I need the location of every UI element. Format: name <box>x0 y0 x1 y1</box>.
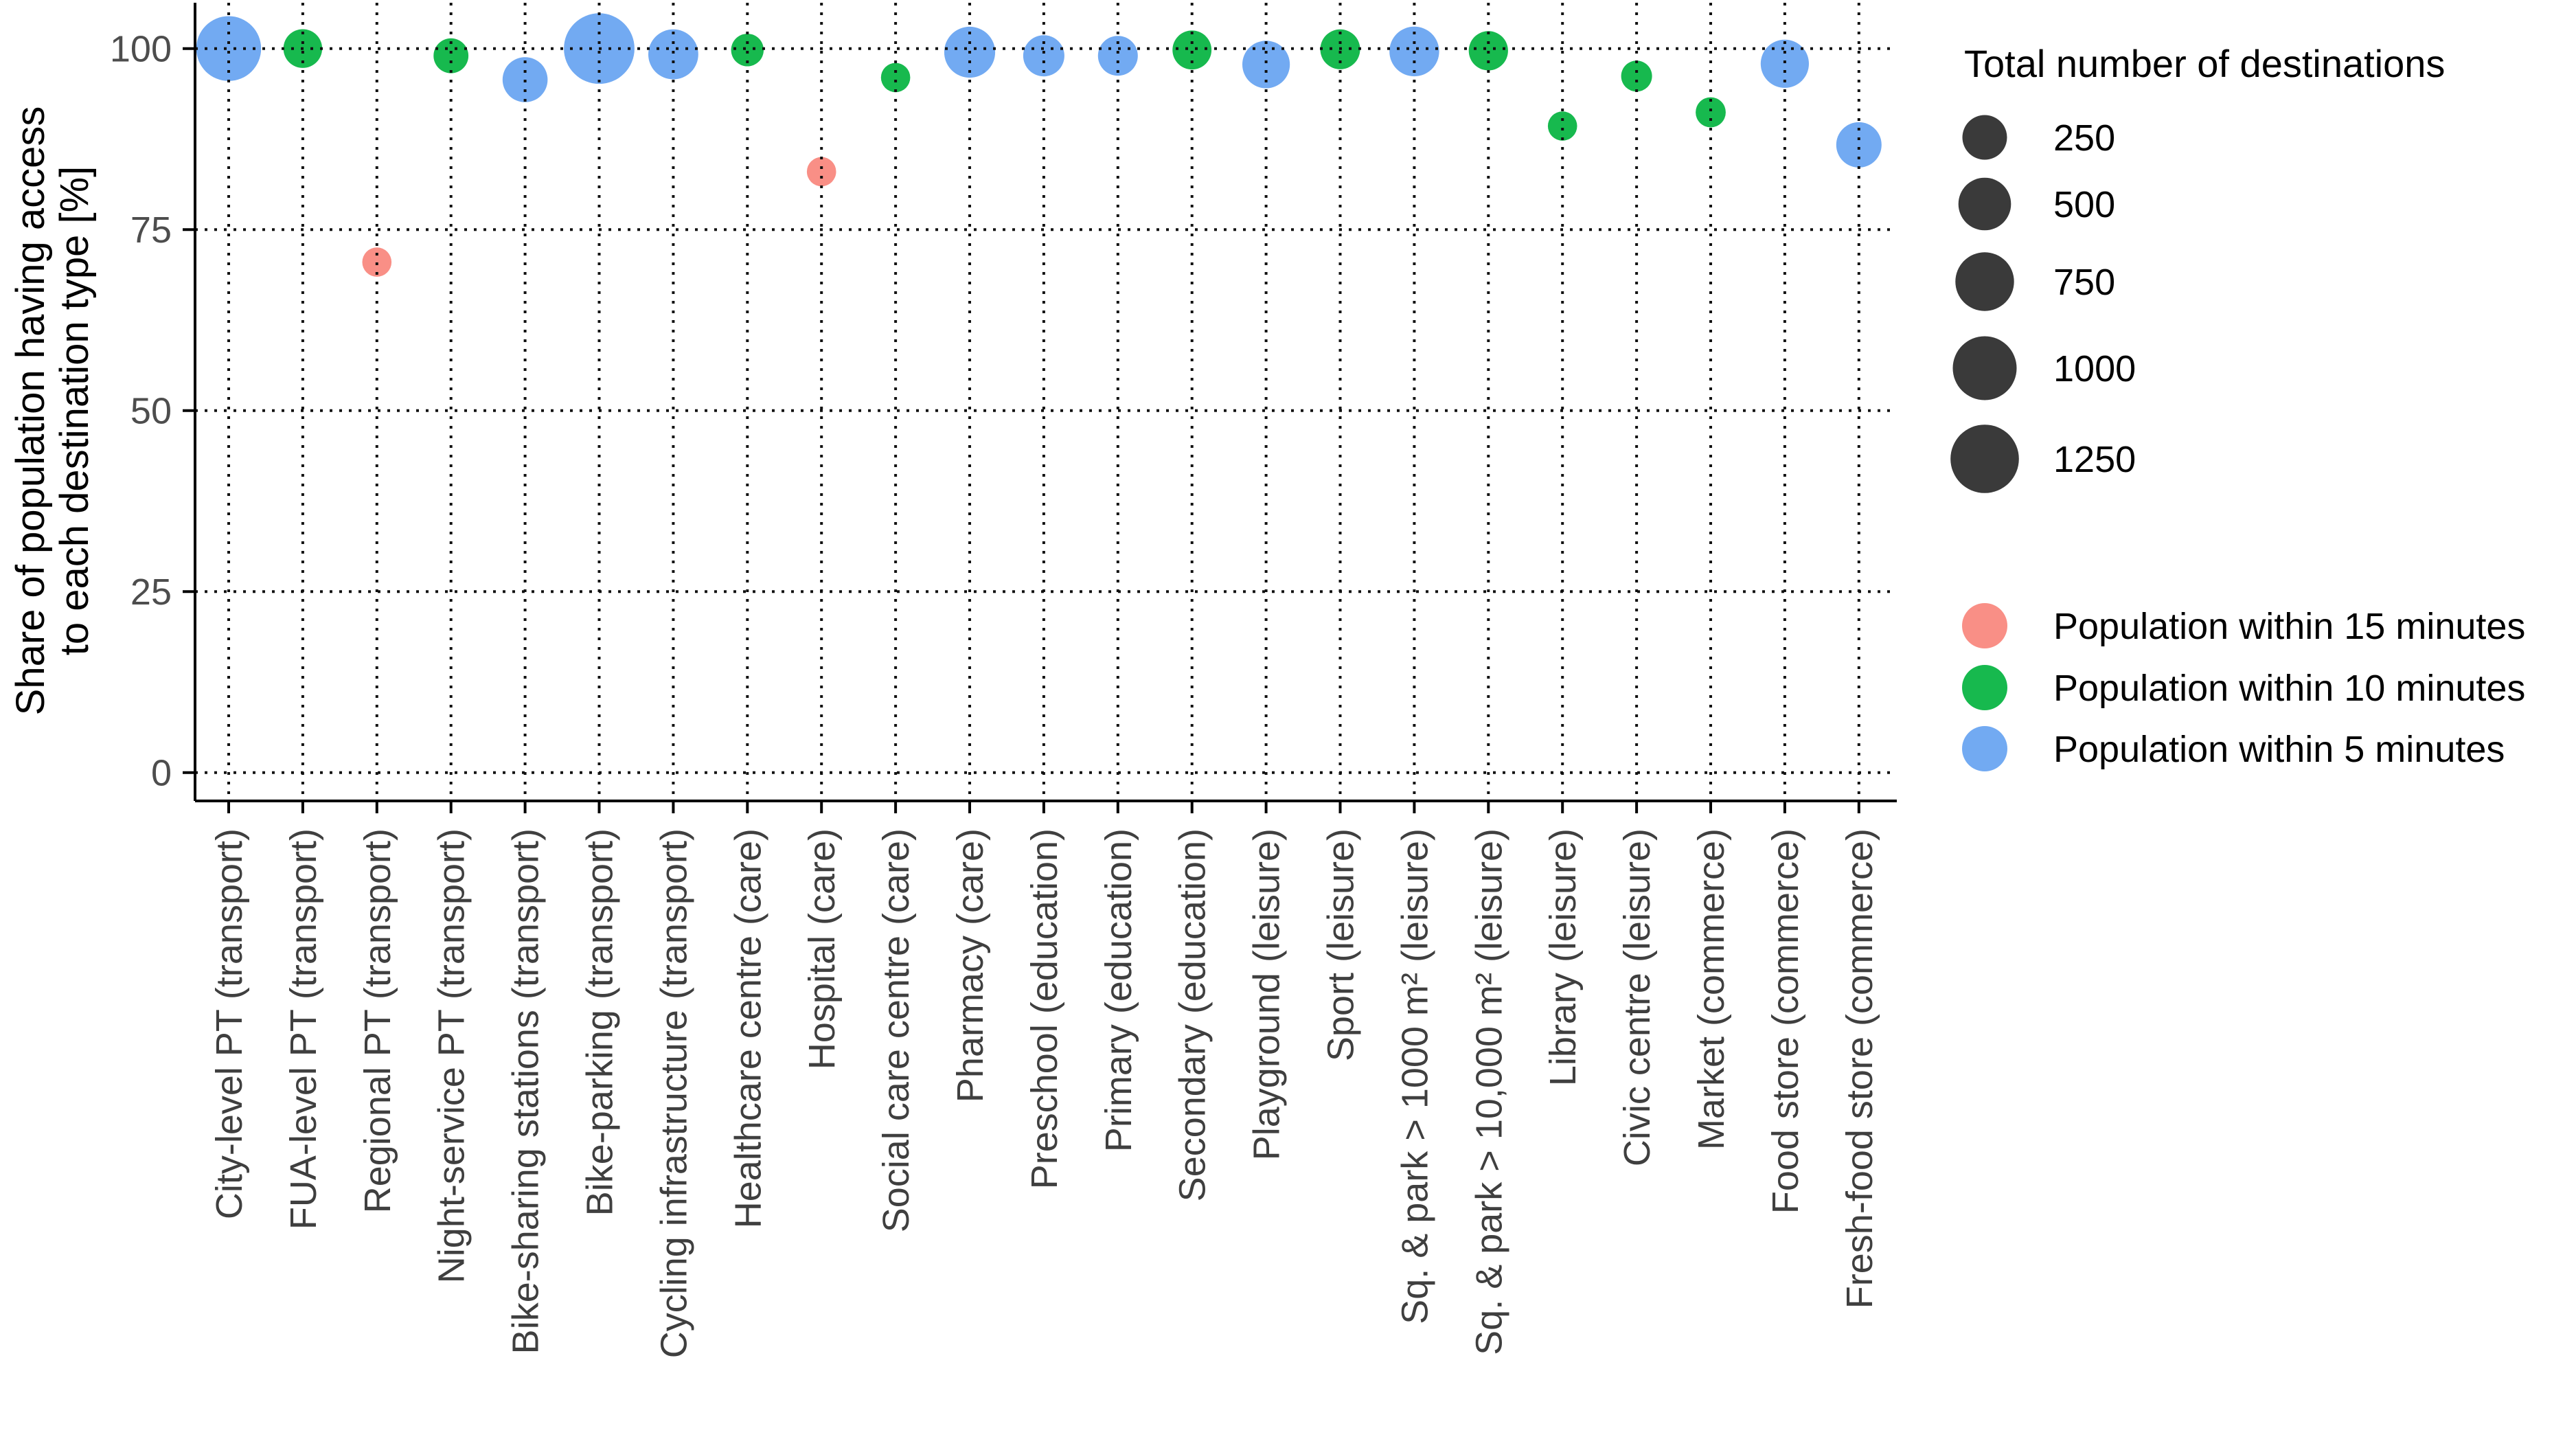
color-legend-circle-5min <box>1962 726 2007 771</box>
bubble-15 <box>1242 41 1290 89</box>
y-tick-label-100: 100 <box>110 29 172 70</box>
x-category-label-15: Playground (leisure) <box>1246 828 1288 1160</box>
x-category-label-8: Healthcare centre (care) <box>727 828 768 1228</box>
x-category-label-6: Bike-parking (transport) <box>580 828 621 1216</box>
bubble-4 <box>433 38 469 73</box>
bubble-7 <box>648 29 698 80</box>
x-category-label-4: Night-service PT (transport) <box>431 828 472 1283</box>
bubble-10 <box>880 63 911 93</box>
x-category-label-19: Library (leisure) <box>1542 828 1584 1086</box>
gridlines-layer <box>195 3 1897 801</box>
size-legend-circle-1000 <box>1952 336 2017 400</box>
size-legend-label-1250: 1250 <box>2053 439 2136 480</box>
x-category-label-21: Market (commerce) <box>1691 828 1732 1150</box>
color-legend-label-5min: Population within 5 minutes <box>2053 729 2505 770</box>
y-tick-label-75: 75 <box>130 210 172 251</box>
x-category-label-1: City-level PT (transport) <box>209 828 250 1219</box>
bubble-13 <box>1097 36 1138 76</box>
bubble-19 <box>1547 111 1577 141</box>
bubbles-layer <box>196 13 1882 277</box>
y-tick-label-50: 50 <box>130 391 172 432</box>
x-category-label-10: Social care centre (care) <box>876 828 917 1232</box>
size-legend-circle-750 <box>1955 252 2014 311</box>
x-category-label-5: Bike-sharing stations (transport) <box>505 828 547 1354</box>
x-category-label-9: Hospital (care) <box>801 828 843 1070</box>
bubble-9 <box>806 157 836 187</box>
bubble-14 <box>1172 30 1212 70</box>
bubble-23 <box>1836 122 1882 168</box>
size-legend-circle-500 <box>1958 177 2011 231</box>
axes-layer <box>183 3 1897 813</box>
x-category-label-14: Secondary (education) <box>1172 828 1213 1201</box>
bubble-18 <box>1468 31 1508 71</box>
bubble-8 <box>731 34 764 67</box>
bubble-5 <box>502 57 548 102</box>
x-category-label-13: Primary (education) <box>1098 828 1139 1152</box>
x-category-label-12: Preschool (education) <box>1024 828 1065 1189</box>
color-legend-circle-10min <box>1962 665 2007 710</box>
bubble-20 <box>1621 60 1652 92</box>
x-category-label-3: Regional PT (transport) <box>357 828 398 1213</box>
x-category-label-23: Fresh-food store (commerce) <box>1839 828 1880 1309</box>
bubble-22 <box>1760 39 1809 88</box>
y-tick-label-0: 0 <box>151 753 172 794</box>
y-axis-title-line2: to each destination type [%] <box>52 166 97 656</box>
x-category-label-22: Food store (commerce) <box>1765 828 1806 1214</box>
x-category-label-17: Sq. & park > 1000 m² (leisure) <box>1394 828 1435 1324</box>
size-legend-label-1000: 1000 <box>2053 348 2136 389</box>
size-legend-title: Total number of destinations <box>1964 42 2445 85</box>
color-legend-label-15min: Population within 15 minutes <box>2053 606 2525 647</box>
y-axis-title-line1: Share of population having access <box>8 106 53 716</box>
color-legend-label-10min: Population within 10 minutes <box>2053 668 2525 709</box>
x-category-label-11: Pharmacy (care) <box>950 828 991 1102</box>
size-legend-circle-1250 <box>1950 425 2019 493</box>
bubble-3 <box>362 247 392 277</box>
size-legend-label-750: 750 <box>2053 262 2115 303</box>
size-legend-label-250: 250 <box>2053 117 2115 159</box>
x-category-label-7: Cycling infrastructure (transport) <box>653 828 694 1358</box>
bubble-1 <box>196 16 262 81</box>
x-category-label-2: FUA-level PT (transport) <box>283 828 324 1230</box>
size-legend-label-500: 500 <box>2053 184 2115 225</box>
x-category-label-20: Civic centre (leisure) <box>1617 828 1658 1166</box>
x-category-label-16: Sport (leisure) <box>1321 828 1362 1061</box>
size-legend-circle-250 <box>1962 115 2007 160</box>
x-category-label-18: Sq. & park > 10,000 m² (leisure) <box>1468 828 1509 1355</box>
y-tick-label-25: 25 <box>130 572 172 613</box>
bubble-12 <box>1023 35 1064 77</box>
bubble-21 <box>1696 97 1726 128</box>
color-legend-circle-15min <box>1962 603 2007 648</box>
